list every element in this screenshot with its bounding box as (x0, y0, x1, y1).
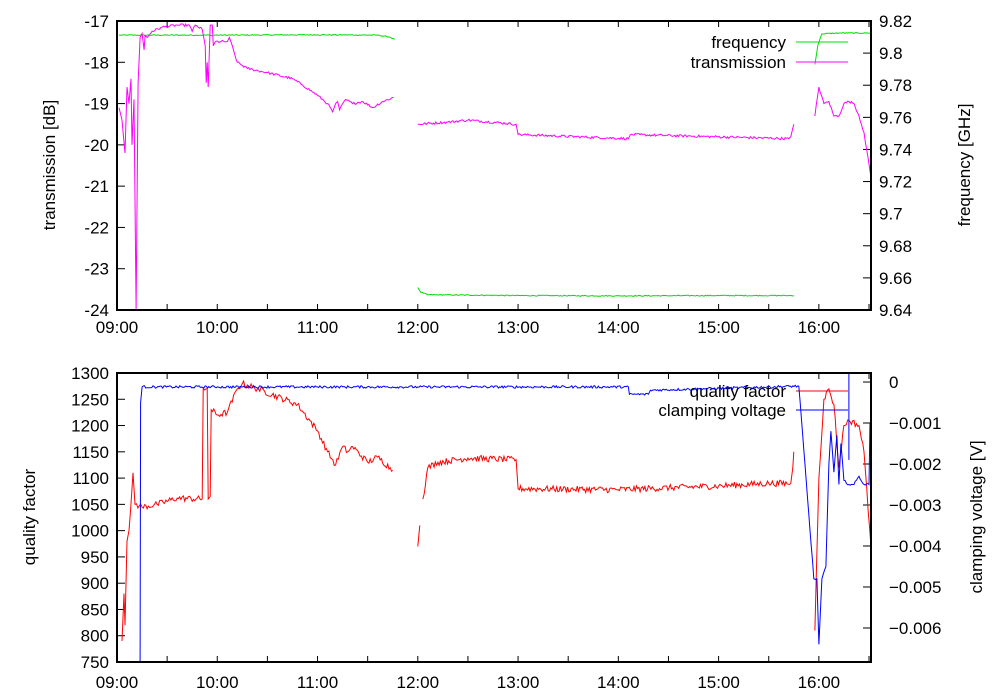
y-tick-label: 900 (81, 574, 109, 593)
series-line-transmission (417, 118, 795, 141)
series-line-transmission (118, 22, 394, 310)
series-line-frequency (814, 32, 871, 65)
y-tick-label: 1300 (71, 364, 109, 383)
legend-label: frequency (711, 33, 786, 52)
y2-tick-label: −0.001 (889, 414, 941, 433)
series-line-quality-factor (814, 387, 871, 631)
y-tick-label: -19 (84, 95, 109, 114)
y2-tick-label: 9.64 (879, 301, 912, 320)
y-tick-label: -18 (84, 53, 109, 72)
y2-tick-label: 0 (889, 373, 898, 392)
y-tick-label: 1000 (71, 522, 109, 541)
series-line-frequency (417, 287, 794, 297)
y-tick-label: 850 (81, 600, 109, 619)
y2-tick-label: −0.004 (889, 537, 941, 556)
plot-frame (116, 20, 872, 311)
x-tick-label: 12:00 (397, 673, 440, 692)
y-tick-label: 800 (81, 627, 109, 646)
y2-tick-label: 9.78 (879, 76, 912, 95)
y-tick-label: 1150 (72, 443, 109, 462)
top-panel-transmission-frequency: transmission [dB] frequency [GHz] 09:00 1… (40, 12, 974, 337)
y-tick-label: 950 (81, 548, 109, 567)
series-line-clamping-voltage (139, 384, 871, 662)
y2-tick-label: 9.66 (879, 269, 912, 288)
y-tick-label: 1200 (71, 417, 109, 436)
x-tick-label: 14:00 (597, 673, 640, 692)
x-tick-label: 13:00 (497, 318, 540, 337)
y2-tick-label: −0.006 (889, 619, 941, 638)
x-tick-label: 16:00 (798, 673, 841, 692)
y-tick-label: 1050 (71, 495, 109, 514)
x-tick-label: 11:00 (297, 673, 338, 692)
bottom-y2-axis-title: clamping voltage [V] (967, 440, 986, 593)
y2-tick-label: 9.68 (879, 237, 912, 256)
y2-tick-label: −0.005 (889, 578, 941, 597)
series-line-quality-factor (121, 379, 394, 642)
y2-tick-label: −0.003 (889, 496, 941, 515)
x-tick-label: 14:00 (597, 318, 640, 337)
x-tick-label: 11:00 (297, 318, 338, 337)
series-line-frequency (118, 33, 396, 40)
x-tick-label: 12:00 (397, 318, 440, 337)
y-tick-label: -22 (84, 218, 109, 237)
x-tick-label: 09:00 (96, 673, 139, 692)
legend-label: transmission (691, 53, 786, 72)
x-tick-label: 09:00 (96, 318, 139, 337)
top-y-axis-title: transmission [dB] (40, 100, 59, 230)
x-tick-label: 16:00 (798, 318, 841, 337)
y-tick-label: 1250 (71, 390, 109, 409)
y2-tick-label: 9.82 (879, 12, 912, 31)
x-tick-label: 10:00 (196, 673, 239, 692)
y2-tick-label: −0.002 (889, 455, 941, 474)
bottom-y-axis-title: quality factor (20, 468, 39, 565)
y-tick-label: 750 (81, 653, 109, 672)
legend-label: clamping voltage (658, 401, 786, 420)
y2-tick-label: 9.74 (879, 140, 912, 159)
series-line-quality-factor (422, 451, 795, 500)
y-tick-label: -23 (84, 260, 109, 279)
x-tick-label: 15:00 (697, 318, 740, 337)
y2-tick-label: 9.7 (879, 205, 903, 224)
legend-label: quality factor (690, 382, 787, 401)
series-line-transmission (814, 86, 871, 178)
y-tick-label: -17 (84, 12, 109, 31)
x-tick-label: 15:00 (697, 673, 740, 692)
y-tick-label: -24 (84, 301, 109, 320)
y-tick-label: 1100 (72, 469, 109, 488)
y2-tick-label: 9.72 (879, 173, 912, 192)
series-line-quality-factor (417, 525, 421, 547)
plot-frame (116, 372, 872, 663)
x-tick-label: 10:00 (196, 318, 239, 337)
bottom-panel-quality-clamping: quality factor clamping voltage [V] 09:0… (20, 364, 986, 692)
y-tick-label: -20 (84, 136, 109, 155)
top-y2-axis-title: frequency [GHz] (955, 104, 974, 227)
y-tick-label: -21 (84, 177, 109, 196)
y2-tick-label: 9.76 (879, 108, 912, 127)
x-tick-label: 13:00 (497, 673, 540, 692)
y2-tick-label: 9.8 (879, 44, 903, 63)
